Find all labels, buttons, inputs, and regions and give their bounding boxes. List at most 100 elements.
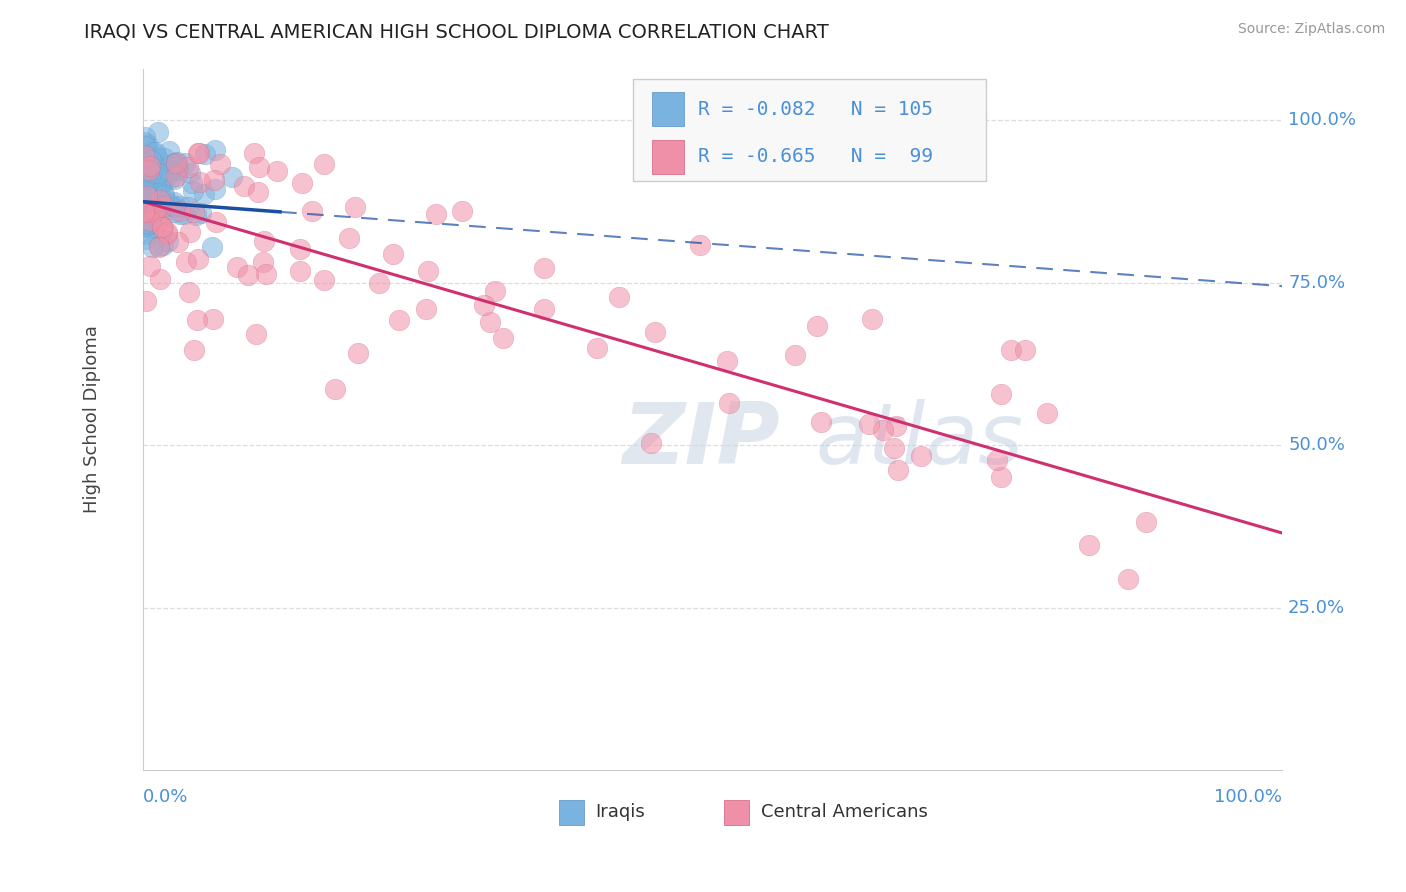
- Point: [143, 184, 166, 198]
- Text: 75.0%: 75.0%: [1288, 274, 1346, 292]
- Point: [174, 255, 197, 269]
- Point: [986, 453, 1008, 467]
- Bar: [724, 800, 749, 824]
- Point: [247, 185, 270, 199]
- Point: [134, 191, 156, 205]
- Text: 50.0%: 50.0%: [1288, 436, 1346, 454]
- Point: [139, 188, 162, 202]
- Point: [146, 166, 169, 180]
- Point: [1036, 407, 1059, 421]
- Point: [135, 170, 157, 185]
- Point: [183, 205, 205, 219]
- Point: [141, 165, 163, 179]
- Point: [148, 211, 170, 225]
- Point: [451, 204, 474, 219]
- Text: Central Americans: Central Americans: [761, 804, 928, 822]
- Point: [134, 148, 156, 162]
- Text: 25.0%: 25.0%: [1288, 599, 1346, 616]
- Point: [156, 227, 179, 242]
- Point: [166, 154, 188, 169]
- Point: [139, 159, 162, 173]
- Point: [184, 208, 207, 222]
- Point: [716, 353, 738, 368]
- Point: [187, 146, 209, 161]
- Point: [190, 206, 212, 220]
- Point: [163, 194, 186, 209]
- Point: [253, 234, 276, 248]
- Point: [194, 147, 217, 161]
- Text: Source: ZipAtlas.com: Source: ZipAtlas.com: [1237, 22, 1385, 37]
- Point: [247, 160, 270, 174]
- Text: R = -0.082   N = 105: R = -0.082 N = 105: [697, 100, 934, 119]
- Point: [136, 147, 159, 161]
- Point: [381, 247, 404, 261]
- Point: [177, 200, 200, 214]
- Point: [718, 396, 741, 410]
- Point: [134, 197, 156, 211]
- Point: [181, 177, 204, 191]
- Point: [136, 184, 159, 198]
- Point: [134, 136, 156, 150]
- Point: [136, 219, 159, 233]
- Point: [990, 470, 1012, 484]
- Point: [163, 172, 186, 186]
- Point: [134, 216, 156, 230]
- Point: [288, 243, 311, 257]
- Text: IRAQI VS CENTRAL AMERICAN HIGH SCHOOL DIPLOMA CORRELATION CHART: IRAQI VS CENTRAL AMERICAN HIGH SCHOOL DI…: [84, 22, 830, 41]
- Point: [166, 163, 188, 178]
- Text: 0.0%: 0.0%: [143, 788, 188, 805]
- Point: [139, 197, 162, 211]
- Point: [139, 153, 162, 167]
- Point: [149, 194, 172, 208]
- Point: [146, 151, 169, 165]
- Point: [157, 145, 180, 159]
- Point: [887, 463, 910, 477]
- Point: [149, 272, 172, 286]
- Point: [810, 415, 832, 429]
- Point: [607, 290, 630, 304]
- Point: [1078, 538, 1101, 552]
- Point: [139, 259, 162, 273]
- Point: [533, 260, 555, 275]
- Point: [204, 214, 226, 228]
- Text: Iraqis: Iraqis: [596, 804, 645, 822]
- Text: R = -0.665   N =  99: R = -0.665 N = 99: [697, 147, 934, 167]
- Point: [1000, 343, 1022, 358]
- Point: [640, 435, 662, 450]
- Point: [208, 157, 231, 171]
- Point: [134, 193, 156, 207]
- Point: [149, 199, 172, 213]
- Point: [177, 285, 200, 299]
- Point: [136, 202, 159, 216]
- Point: [478, 315, 501, 329]
- Point: [138, 162, 160, 177]
- Point: [162, 157, 184, 171]
- Point: [883, 442, 905, 456]
- Point: [143, 204, 166, 219]
- Point: [145, 189, 167, 203]
- Point: [141, 178, 163, 193]
- Point: [256, 267, 278, 281]
- Point: [1014, 343, 1036, 358]
- Point: [415, 301, 437, 316]
- Point: [169, 207, 191, 221]
- Point: [183, 343, 205, 358]
- Point: [167, 161, 190, 175]
- Point: [202, 173, 225, 187]
- Point: [139, 145, 162, 160]
- Point: [858, 417, 880, 431]
- Point: [312, 273, 335, 287]
- Point: [176, 160, 198, 174]
- Point: [142, 152, 165, 166]
- Point: [134, 231, 156, 245]
- Point: [136, 136, 159, 151]
- Point: [148, 161, 170, 176]
- Point: [226, 260, 249, 275]
- Point: [135, 177, 157, 191]
- Point: [872, 423, 894, 437]
- Point: [301, 204, 323, 219]
- Point: [173, 155, 195, 169]
- Point: [291, 176, 314, 190]
- Text: 100.0%: 100.0%: [1288, 112, 1357, 129]
- Point: [150, 172, 173, 186]
